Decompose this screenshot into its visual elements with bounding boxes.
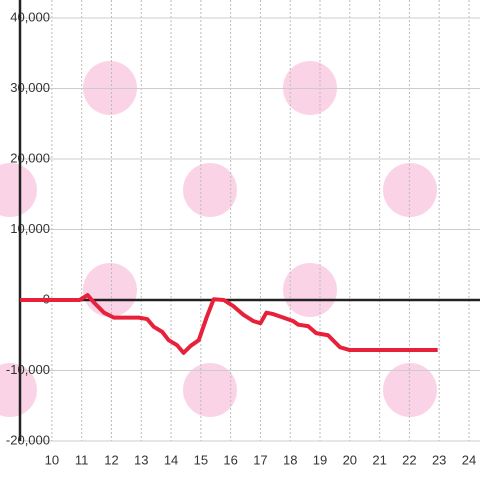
x-tick-label: 21 [372,452,386,467]
x-tick-label: 23 [432,452,446,467]
x-tick-label: 14 [164,452,178,467]
watermarks [0,61,437,417]
watermark [283,263,337,317]
watermark [0,363,37,417]
watermark [183,163,237,217]
x-tick-label: 13 [134,452,148,467]
watermark [183,363,237,417]
y-tick-label: 10,000 [10,221,50,236]
x-tick-label: 24 [462,452,476,467]
x-tick-label: 22 [402,452,416,467]
y-tick-label: 30,000 [10,80,50,95]
x-tick-label: 11 [75,452,89,467]
x-tick-label: 19 [313,452,327,467]
x-tick-label: 15 [194,452,208,467]
watermark [83,263,137,317]
data-line [20,293,438,355]
x-tick-label: 20 [343,452,357,467]
watermark [0,163,37,217]
x-tick-label: 18 [283,452,297,467]
watermark [383,163,437,217]
y-tick-label: -10,000 [6,362,50,377]
x-tick-label: 16 [223,452,237,467]
y-tick-label: 40,000 [10,9,50,24]
x-tick-label: 17 [253,452,267,467]
y-tick-label: -20,000 [6,432,50,447]
watermark [383,363,437,417]
y-tick-label: 20,000 [10,150,50,165]
x-tick-label: 12 [104,452,118,467]
x-tick-label: 10 [45,452,59,467]
